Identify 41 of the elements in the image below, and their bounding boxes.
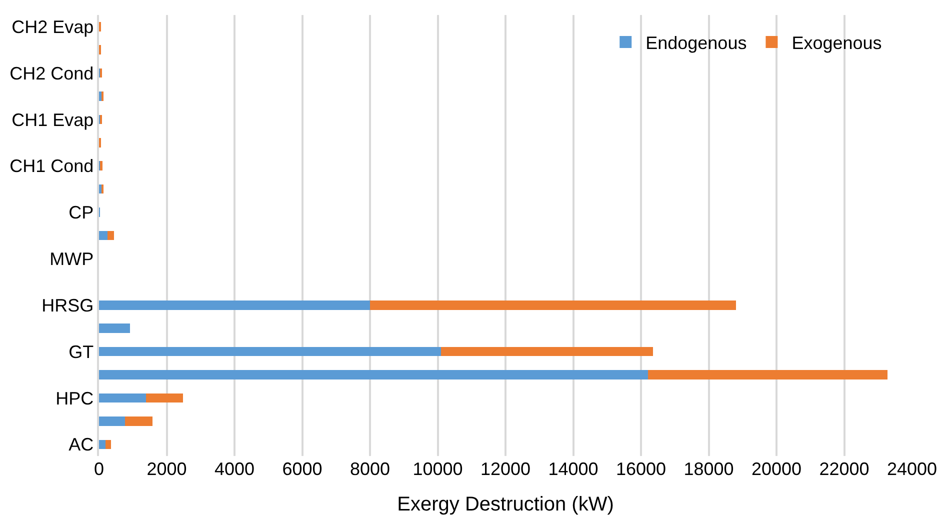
bar [99,230,108,240]
bar [648,370,888,380]
bar [99,324,130,333]
bar [99,346,442,356]
x-axis-title: Exergy Destruction (kW) [397,494,614,516]
y-tick-label: MWP [50,249,94,270]
x-tick-label: 22000 [819,459,870,479]
bar [99,393,146,403]
x-tick-label: 14000 [548,459,598,479]
bar [370,300,736,310]
y-tick-label: AC [68,434,94,455]
y-tick-label: GT [68,342,94,362]
y-tick-label: CH2 Cond [10,63,94,84]
bar [107,230,114,240]
legend-label: Endogenous [646,33,747,54]
y-tick-label: CH1 Cond [10,156,94,176]
y-tick-label: CH2 Evap [12,16,94,37]
x-tick-label: 16000 [616,459,666,479]
x-tick-label: 18000 [684,459,734,479]
bar [124,416,153,426]
bar [99,440,106,450]
bar [105,440,112,450]
y-tick-label: HPC [56,388,94,408]
y-tick-label: CP [68,202,94,223]
x-tick-label: 10000 [412,459,463,479]
bar [99,416,125,426]
bar [99,300,370,310]
x-tick-label: 4000 [214,459,255,479]
x-tick-label: 20000 [751,459,802,479]
x-tick-label: 24000 [886,459,938,479]
y-tick-label: CH1 Evap [12,110,94,130]
legend-label: Exogenous [792,33,882,54]
x-tick-label: 6000 [282,459,322,479]
x-tick-label: 0 [94,459,104,479]
y-tick-label: HRSG [42,295,94,316]
x-tick-label: 8000 [350,459,390,479]
x-tick-label: 2000 [146,459,187,479]
bar [441,346,654,356]
bar [146,393,184,403]
x-tick-label: 12000 [480,459,531,479]
bar [99,370,648,380]
